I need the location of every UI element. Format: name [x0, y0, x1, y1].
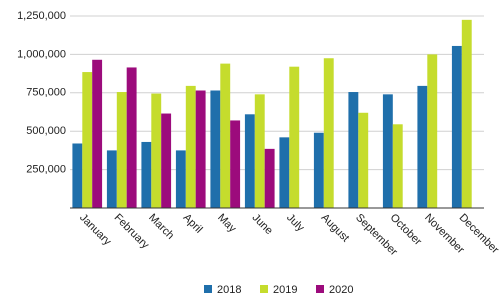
bar [323, 58, 334, 208]
bar [264, 148, 275, 208]
bar [151, 93, 162, 208]
bar [116, 92, 127, 208]
legend-swatch [204, 285, 212, 293]
y-tick-label: 750,000 [26, 87, 66, 99]
bar [126, 67, 137, 209]
bar [254, 94, 265, 208]
y-tick-label: 500,000 [26, 125, 66, 137]
x-tick-label: June [250, 212, 275, 237]
x-tick-label: August [319, 212, 352, 245]
bar [161, 113, 172, 208]
bar [461, 19, 472, 209]
x-tick-label: April [181, 212, 205, 236]
bar [417, 85, 428, 208]
bar [348, 92, 359, 208]
bar [382, 94, 393, 208]
bar [358, 112, 369, 208]
bar [279, 137, 290, 208]
legend-swatch [260, 285, 268, 293]
y-tick-label: 1,000,000 [17, 48, 66, 60]
bar [313, 132, 324, 208]
bar [175, 150, 186, 208]
x-tick-label: July [284, 212, 307, 235]
y-tick-label: 250,000 [26, 164, 66, 176]
bar [92, 59, 103, 208]
bar [220, 63, 231, 209]
x-tick-label: March [146, 212, 176, 242]
bar [72, 143, 83, 208]
bar [185, 85, 196, 208]
bar [230, 120, 241, 208]
legend-label: 2019 [273, 284, 297, 296]
bar [244, 114, 255, 208]
y-tick-label: 1,250,000 [17, 10, 66, 22]
x-tick-label: May [215, 212, 239, 236]
legend-label: 2020 [329, 284, 353, 296]
bar [106, 150, 117, 208]
bar [82, 72, 93, 209]
bar [427, 54, 438, 209]
bar [392, 124, 403, 208]
legend-swatch [316, 285, 324, 293]
bar [141, 141, 152, 208]
bar [210, 90, 221, 208]
x-tick-label: February [112, 212, 152, 252]
legend-label: 2018 [217, 284, 241, 296]
bar [195, 90, 206, 208]
bar [289, 66, 300, 208]
bar [451, 45, 462, 209]
x-tick-label: January [77, 212, 114, 249]
